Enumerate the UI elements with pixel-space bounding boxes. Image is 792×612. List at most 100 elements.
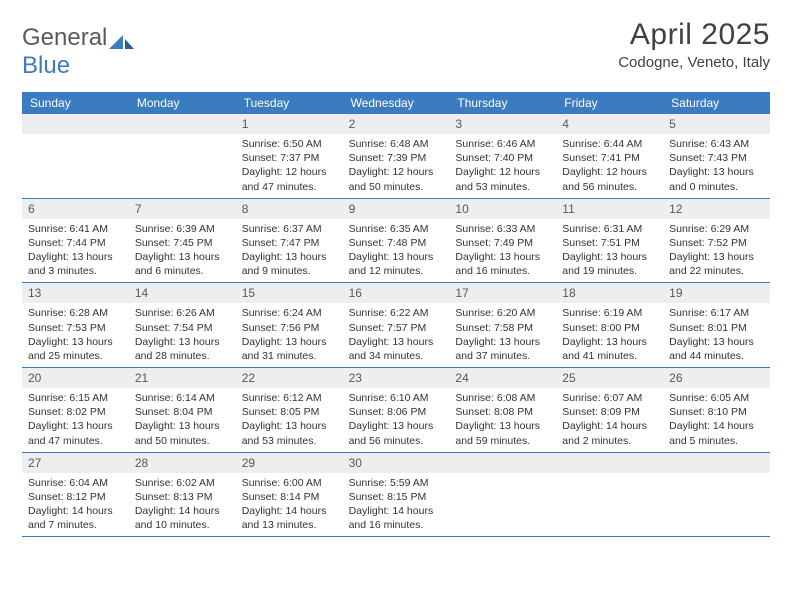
day-number: 10 [449,199,556,219]
day-cell [129,114,236,198]
day-number: 16 [343,283,450,303]
day-details: Sunrise: 6:00 AMSunset: 8:14 PMDaylight:… [236,473,343,537]
day-cell: 20Sunrise: 6:15 AMSunset: 8:02 PMDayligh… [22,368,129,452]
dayhead-thu: Thursday [449,92,556,114]
day-details: Sunrise: 6:50 AMSunset: 7:37 PMDaylight:… [236,134,343,198]
day-number [129,114,236,134]
day-cell: 9Sunrise: 6:35 AMSunset: 7:48 PMDaylight… [343,199,450,283]
week-row: 6Sunrise: 6:41 AMSunset: 7:44 PMDaylight… [22,199,770,284]
day-details: Sunrise: 6:07 AMSunset: 8:09 PMDaylight:… [556,388,663,452]
day-cell: 22Sunrise: 6:12 AMSunset: 8:05 PMDayligh… [236,368,343,452]
day-number: 12 [663,199,770,219]
day-cell: 28Sunrise: 6:02 AMSunset: 8:13 PMDayligh… [129,453,236,537]
header: GeneralBlue April 2025 Codogne, Veneto, … [22,18,770,80]
day-number: 6 [22,199,129,219]
calendar: Sunday Monday Tuesday Wednesday Thursday… [22,92,770,537]
day-number: 27 [22,453,129,473]
day-cell: 21Sunrise: 6:14 AMSunset: 8:04 PMDayligh… [129,368,236,452]
day-cell: 25Sunrise: 6:07 AMSunset: 8:09 PMDayligh… [556,368,663,452]
day-number: 9 [343,199,450,219]
day-cell: 7Sunrise: 6:39 AMSunset: 7:45 PMDaylight… [129,199,236,283]
day-details: Sunrise: 6:20 AMSunset: 7:58 PMDaylight:… [449,303,556,367]
day-details: Sunrise: 6:26 AMSunset: 7:54 PMDaylight:… [129,303,236,367]
day-cell [22,114,129,198]
day-number: 8 [236,199,343,219]
weeks-container: 1Sunrise: 6:50 AMSunset: 7:37 PMDaylight… [22,114,770,537]
logo: GeneralBlue [22,24,135,80]
day-cell: 14Sunrise: 6:26 AMSunset: 7:54 PMDayligh… [129,283,236,367]
location: Codogne, Veneto, Italy [618,54,770,71]
week-row: 20Sunrise: 6:15 AMSunset: 8:02 PMDayligh… [22,368,770,453]
week-row: 13Sunrise: 6:28 AMSunset: 7:53 PMDayligh… [22,283,770,368]
logo-word1: General [22,24,107,51]
dayhead-sat: Saturday [663,92,770,114]
day-number: 25 [556,368,663,388]
day-details: Sunrise: 6:35 AMSunset: 7:48 PMDaylight:… [343,219,450,283]
day-details: Sunrise: 6:31 AMSunset: 7:51 PMDaylight:… [556,219,663,283]
day-number: 1 [236,114,343,134]
day-details: Sunrise: 6:33 AMSunset: 7:49 PMDaylight:… [449,219,556,283]
day-number: 3 [449,114,556,134]
day-details: Sunrise: 5:59 AMSunset: 8:15 PMDaylight:… [343,473,450,537]
day-details: Sunrise: 6:44 AMSunset: 7:41 PMDaylight:… [556,134,663,198]
day-cell: 11Sunrise: 6:31 AMSunset: 7:51 PMDayligh… [556,199,663,283]
day-number: 28 [129,453,236,473]
day-cell: 24Sunrise: 6:08 AMSunset: 8:08 PMDayligh… [449,368,556,452]
day-cell: 6Sunrise: 6:41 AMSunset: 7:44 PMDaylight… [22,199,129,283]
day-number [22,114,129,134]
day-number: 30 [343,453,450,473]
day-cell: 13Sunrise: 6:28 AMSunset: 7:53 PMDayligh… [22,283,129,367]
day-details: Sunrise: 6:08 AMSunset: 8:08 PMDaylight:… [449,388,556,452]
day-cell: 5Sunrise: 6:43 AMSunset: 7:43 PMDaylight… [663,114,770,198]
month-title: April 2025 [618,18,770,52]
day-number: 7 [129,199,236,219]
day-cell: 19Sunrise: 6:17 AMSunset: 8:01 PMDayligh… [663,283,770,367]
dayhead-wed: Wednesday [343,92,450,114]
day-number: 4 [556,114,663,134]
day-details: Sunrise: 6:41 AMSunset: 7:44 PMDaylight:… [22,219,129,283]
day-cell: 10Sunrise: 6:33 AMSunset: 7:49 PMDayligh… [449,199,556,283]
day-details: Sunrise: 6:37 AMSunset: 7:47 PMDaylight:… [236,219,343,283]
logo-text: GeneralBlue [22,24,135,80]
day-cell: 1Sunrise: 6:50 AMSunset: 7:37 PMDaylight… [236,114,343,198]
day-details: Sunrise: 6:10 AMSunset: 8:06 PMDaylight:… [343,388,450,452]
day-cell: 8Sunrise: 6:37 AMSunset: 7:47 PMDaylight… [236,199,343,283]
day-number: 29 [236,453,343,473]
day-number: 18 [556,283,663,303]
week-row: 27Sunrise: 6:04 AMSunset: 8:12 PMDayligh… [22,453,770,538]
day-cell [556,453,663,537]
day-number: 17 [449,283,556,303]
day-number: 23 [343,368,450,388]
day-number: 26 [663,368,770,388]
day-cell: 16Sunrise: 6:22 AMSunset: 7:57 PMDayligh… [343,283,450,367]
day-cell: 4Sunrise: 6:44 AMSunset: 7:41 PMDaylight… [556,114,663,198]
logo-sail-icon [109,30,135,48]
day-details: Sunrise: 6:22 AMSunset: 7:57 PMDaylight:… [343,303,450,367]
day-details: Sunrise: 6:48 AMSunset: 7:39 PMDaylight:… [343,134,450,198]
day-details: Sunrise: 6:24 AMSunset: 7:56 PMDaylight:… [236,303,343,367]
day-details: Sunrise: 6:15 AMSunset: 8:02 PMDaylight:… [22,388,129,452]
day-number: 5 [663,114,770,134]
day-cell: 15Sunrise: 6:24 AMSunset: 7:56 PMDayligh… [236,283,343,367]
day-cell: 3Sunrise: 6:46 AMSunset: 7:40 PMDaylight… [449,114,556,198]
day-cell: 12Sunrise: 6:29 AMSunset: 7:52 PMDayligh… [663,199,770,283]
title-block: April 2025 Codogne, Veneto, Italy [618,18,770,71]
day-details: Sunrise: 6:17 AMSunset: 8:01 PMDaylight:… [663,303,770,367]
dayhead-sun: Sunday [22,92,129,114]
day-cell: 23Sunrise: 6:10 AMSunset: 8:06 PMDayligh… [343,368,450,452]
day-details: Sunrise: 6:12 AMSunset: 8:05 PMDaylight:… [236,388,343,452]
dayhead-mon: Monday [129,92,236,114]
day-header-row: Sunday Monday Tuesday Wednesday Thursday… [22,92,770,114]
day-cell: 18Sunrise: 6:19 AMSunset: 8:00 PMDayligh… [556,283,663,367]
day-cell [663,453,770,537]
day-details: Sunrise: 6:29 AMSunset: 7:52 PMDaylight:… [663,219,770,283]
day-cell: 27Sunrise: 6:04 AMSunset: 8:12 PMDayligh… [22,453,129,537]
day-details: Sunrise: 6:02 AMSunset: 8:13 PMDaylight:… [129,473,236,537]
day-number: 15 [236,283,343,303]
day-cell: 29Sunrise: 6:00 AMSunset: 8:14 PMDayligh… [236,453,343,537]
day-number [663,453,770,473]
week-row: 1Sunrise: 6:50 AMSunset: 7:37 PMDaylight… [22,114,770,199]
day-details: Sunrise: 6:43 AMSunset: 7:43 PMDaylight:… [663,134,770,198]
day-cell: 26Sunrise: 6:05 AMSunset: 8:10 PMDayligh… [663,368,770,452]
day-number: 19 [663,283,770,303]
